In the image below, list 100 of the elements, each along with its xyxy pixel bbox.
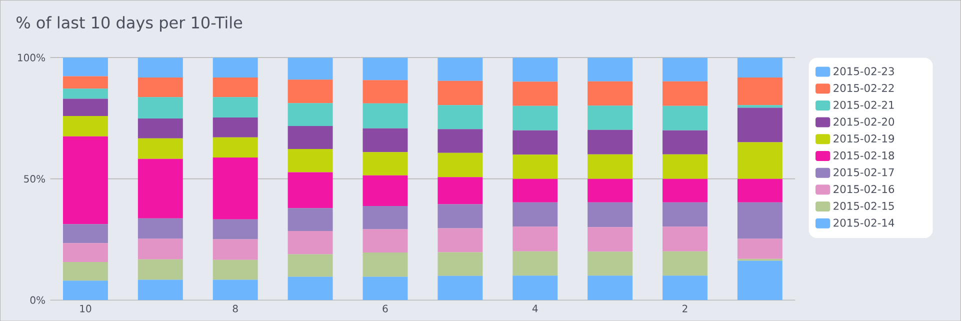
bar bbox=[288, 57, 333, 80]
bar bbox=[138, 77, 183, 97]
bar bbox=[737, 108, 782, 142]
bar bbox=[662, 81, 708, 106]
bar bbox=[512, 226, 558, 252]
bar bbox=[62, 242, 108, 262]
bar bbox=[212, 96, 258, 118]
y-tick-label: 100% bbox=[18, 54, 45, 62]
bar bbox=[737, 260, 782, 300]
bar bbox=[62, 88, 108, 99]
bar bbox=[512, 130, 558, 154]
bar bbox=[588, 130, 633, 154]
bar bbox=[438, 176, 483, 204]
bar bbox=[438, 128, 483, 153]
x-tick-label: 10 bbox=[80, 304, 92, 312]
bar bbox=[288, 254, 333, 277]
bar bbox=[362, 276, 408, 300]
bar bbox=[438, 80, 483, 105]
bar bbox=[438, 104, 483, 129]
bar bbox=[588, 81, 633, 106]
bar bbox=[737, 57, 782, 78]
bar bbox=[62, 76, 108, 88]
bar bbox=[362, 152, 408, 176]
bar bbox=[588, 202, 633, 227]
bar bbox=[512, 275, 558, 300]
bar bbox=[512, 106, 558, 130]
bar bbox=[588, 251, 633, 276]
bar bbox=[438, 228, 483, 252]
bar bbox=[737, 77, 782, 105]
y-tick-label: 0% bbox=[30, 296, 45, 304]
bar bbox=[212, 157, 258, 220]
legend-label: 2015-02-20 bbox=[834, 118, 894, 126]
bar bbox=[588, 105, 633, 130]
legend-label: 2015-02-17 bbox=[834, 168, 894, 176]
bar bbox=[212, 239, 258, 260]
bar bbox=[62, 136, 108, 224]
bar bbox=[737, 104, 782, 108]
bar bbox=[512, 57, 558, 82]
bar bbox=[438, 204, 483, 228]
bar bbox=[288, 148, 333, 172]
bar bbox=[62, 262, 108, 281]
bar bbox=[362, 128, 408, 152]
bar bbox=[288, 276, 333, 300]
bar bbox=[438, 252, 483, 276]
bar bbox=[588, 275, 633, 300]
bar bbox=[138, 158, 183, 218]
bar bbox=[362, 103, 408, 128]
bar bbox=[588, 226, 633, 252]
bar bbox=[288, 126, 333, 149]
x-tick-label: 6 bbox=[382, 304, 388, 312]
bar bbox=[62, 116, 108, 136]
legend-label: 2015-02-23 bbox=[834, 66, 894, 76]
bar bbox=[212, 280, 258, 300]
bar bbox=[512, 202, 558, 226]
bar bbox=[212, 137, 258, 158]
bar bbox=[588, 178, 633, 202]
bar bbox=[62, 57, 108, 76]
bar bbox=[138, 57, 183, 78]
legend-label: 2015-02-19 bbox=[834, 134, 894, 142]
bar bbox=[662, 178, 708, 202]
chart-title: % of last 10 days per 10-Tile bbox=[16, 16, 242, 32]
bar bbox=[288, 172, 333, 208]
legend-label: 2015-02-16 bbox=[834, 184, 894, 193]
bar bbox=[662, 226, 708, 252]
bar bbox=[662, 58, 708, 82]
bar bbox=[138, 118, 183, 138]
x-tick-label: 4 bbox=[532, 304, 538, 312]
bar bbox=[138, 238, 183, 260]
bar bbox=[138, 96, 183, 118]
bar bbox=[662, 154, 708, 179]
bar bbox=[212, 117, 258, 138]
bar bbox=[662, 106, 708, 130]
bar bbox=[737, 178, 782, 202]
bar bbox=[737, 238, 782, 259]
bar bbox=[438, 152, 483, 177]
bar bbox=[288, 102, 333, 126]
legend-label: 2015-02-21 bbox=[834, 100, 894, 109]
x-tick-label: 8 bbox=[232, 304, 238, 312]
bar bbox=[288, 208, 333, 231]
bar bbox=[362, 80, 408, 104]
bar bbox=[737, 202, 782, 239]
bar bbox=[662, 202, 708, 226]
bar bbox=[588, 154, 633, 179]
bar bbox=[737, 142, 782, 179]
bar bbox=[212, 260, 258, 280]
bar bbox=[212, 57, 258, 78]
bar bbox=[138, 218, 183, 239]
bar bbox=[288, 230, 333, 254]
x-tick-label: 2 bbox=[682, 304, 688, 312]
bar bbox=[362, 229, 408, 252]
bar bbox=[362, 206, 408, 230]
bar bbox=[512, 81, 558, 106]
bar bbox=[512, 251, 558, 276]
bar bbox=[362, 252, 408, 277]
legend-label: 2015-02-14 bbox=[834, 218, 894, 227]
bar bbox=[438, 276, 483, 300]
bar bbox=[138, 259, 183, 280]
bar bbox=[588, 57, 633, 82]
bar bbox=[212, 219, 258, 240]
bar bbox=[62, 280, 108, 300]
